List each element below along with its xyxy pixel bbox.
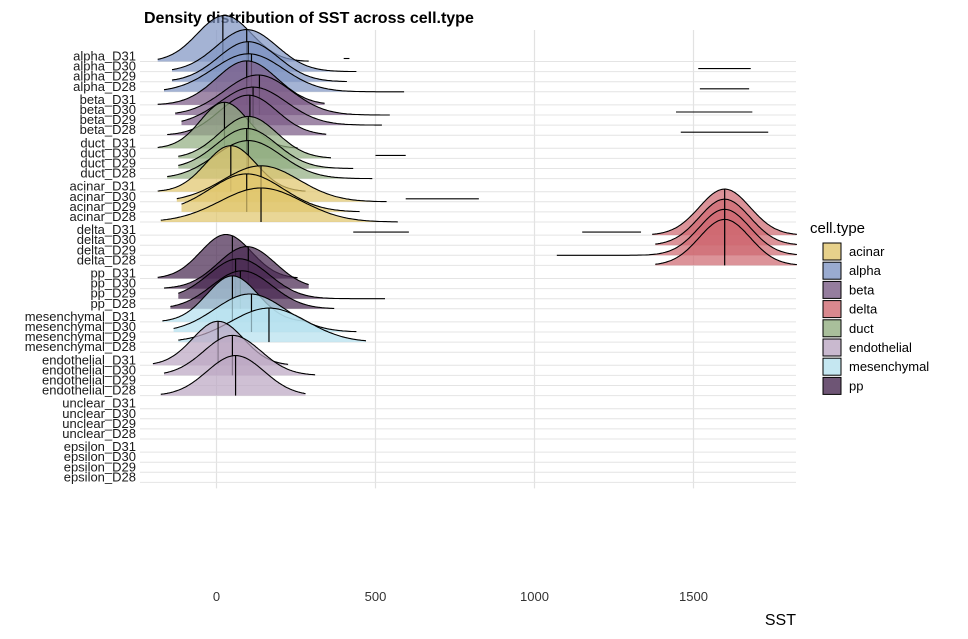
ridge-fill-acinar_D28 xyxy=(160,188,398,222)
y-label-alpha_D28: alpha_D28 xyxy=(73,79,136,94)
y-label-unclear_D31: unclear_D31 xyxy=(62,396,136,411)
legend-swatch-mesenchymal xyxy=(822,357,842,376)
x-tick-1000: 1000 xyxy=(520,589,549,604)
y-label-mesenchymal_D28: mesenchymal_D28 xyxy=(25,339,136,354)
legend-swatch-delta xyxy=(822,300,842,319)
y-label-duct_D31: duct_D31 xyxy=(80,135,136,150)
legend-label-beta: beta xyxy=(849,282,875,297)
y-label-unclear_D30: unclear_D30 xyxy=(62,406,136,421)
y-label-alpha_D31: alpha_D31 xyxy=(73,49,136,64)
legend-label-delta: delta xyxy=(849,302,878,317)
ridge-line-endothelial_D28 xyxy=(160,355,306,395)
y-label-alpha_D29: alpha_D29 xyxy=(73,69,136,84)
ridge-line-duct_D30 xyxy=(178,115,332,159)
y-label-unclear_D28: unclear_D28 xyxy=(62,426,136,441)
y-label-beta_D28: beta_D28 xyxy=(80,122,136,137)
ridge-fill-delta_D28 xyxy=(655,219,797,266)
x-tick-1500: 1500 xyxy=(679,589,708,604)
legend-title: cell.type xyxy=(810,220,865,237)
ridge-line-pp_D28 xyxy=(170,270,335,309)
ridge-line-acinar_D29 xyxy=(181,173,360,213)
ridge-fill-endothelial_D28 xyxy=(160,355,306,396)
ridge-line-acinar_D30 xyxy=(176,165,387,203)
y-label-pp_D30: pp_D30 xyxy=(90,276,136,291)
ridge-line-alpha_D30 xyxy=(171,29,357,73)
ridge-line-delta_D28 xyxy=(655,218,797,266)
y-label-mesenchymal_D29: mesenchymal_D29 xyxy=(25,329,136,344)
y-label-mesenchymal_D30: mesenchymal_D30 xyxy=(25,319,136,334)
ridge-line-beta_D31 xyxy=(157,60,325,105)
ridge-line-duct_D29 xyxy=(178,127,354,169)
legend-swatch-endothelial xyxy=(822,338,842,357)
y-label-endothelial_D31: endothelial_D31 xyxy=(42,352,136,367)
y-label-pp_D29: pp_D29 xyxy=(90,286,136,301)
y-label-mesenchymal_D31: mesenchymal_D31 xyxy=(25,309,136,324)
ridge-line-duct_D28 xyxy=(167,140,373,180)
y-label-epsilon_D30: epsilon_D30 xyxy=(64,449,136,464)
y-label-endothelial_D28: endothelial_D28 xyxy=(42,383,136,398)
y-label-duct_D30: duct_D30 xyxy=(80,145,136,160)
legend-swatch-pp xyxy=(822,376,842,395)
y-label-duct_D29: duct_D29 xyxy=(80,156,136,171)
ridge-line-mesenchymal_D30 xyxy=(173,293,357,333)
ridges xyxy=(152,14,797,396)
y-label-acinar_D29: acinar_D29 xyxy=(70,199,137,214)
ridge-line-pp_D30 xyxy=(163,246,309,289)
y-label-delta_D31: delta_D31 xyxy=(77,222,136,237)
legend-label-alpha: alpha xyxy=(849,263,882,278)
legend: cell.type acinar alpha beta delta duct endoth… xyxy=(810,220,929,395)
ridge-line-delta_D29 xyxy=(556,208,797,256)
y-label-acinar_D31: acinar_D31 xyxy=(70,179,137,194)
ridge-fill-endothelial_D30 xyxy=(164,335,316,376)
y-label-epsilon_D31: epsilon_D31 xyxy=(64,439,136,454)
y-axis-labels: alpha_D31alpha_D30alpha_D29alpha_D28beta… xyxy=(25,49,136,485)
y-label-alpha_D30: alpha_D30 xyxy=(73,59,136,74)
x-tick-500: 500 xyxy=(365,589,387,604)
ridge-line-acinar_D28 xyxy=(160,187,398,223)
y-label-pp_D28: pp_D28 xyxy=(90,296,136,311)
y-label-beta_D31: beta_D31 xyxy=(80,92,136,107)
legend-swatch-alpha xyxy=(822,261,842,280)
y-label-unclear_D29: unclear_D29 xyxy=(62,416,136,431)
legend-swatch-beta xyxy=(822,280,842,299)
y-label-pp_D31: pp_D31 xyxy=(90,266,136,281)
y-label-endothelial_D30: endothelial_D30 xyxy=(42,362,136,377)
y-label-duct_D28: duct_D28 xyxy=(80,166,136,181)
y-label-acinar_D30: acinar_D30 xyxy=(70,189,137,204)
legend-swatch-acinar xyxy=(822,242,842,261)
chart-title: Density distribution of SST across cell.… xyxy=(144,10,474,27)
ridge-line-endothelial_D30 xyxy=(163,334,316,376)
y-label-acinar_D28: acinar_D28 xyxy=(70,209,137,224)
y-label-delta_D29: delta_D29 xyxy=(77,242,136,257)
legend-label-pp: pp xyxy=(849,378,863,393)
legend-swatch-duct xyxy=(822,319,842,338)
x-axis-title: SST xyxy=(765,612,796,629)
ridge-line-delta_D30 xyxy=(655,198,797,245)
ridge-line-alpha_D29 xyxy=(171,41,347,83)
y-label-endothelial_D29: endothelial_D29 xyxy=(42,373,136,388)
y-label-delta_D28: delta_D28 xyxy=(77,252,136,267)
y-label-delta_D30: delta_D30 xyxy=(77,232,136,247)
y-label-beta_D29: beta_D29 xyxy=(80,112,136,127)
y-label-epsilon_D29: epsilon_D29 xyxy=(64,459,136,474)
legend-label-acinar: acinar xyxy=(849,244,885,259)
y-label-epsilon_D28: epsilon_D28 xyxy=(64,469,136,484)
y-label-beta_D30: beta_D30 xyxy=(80,102,136,117)
legend-label-endothelial: endothelial xyxy=(849,340,912,355)
x-tick-0: 0 xyxy=(213,589,220,604)
ridge-line-beta_D30 xyxy=(175,74,390,116)
legend-label-mesenchymal: mesenchymal xyxy=(849,359,929,374)
legend-label-duct: duct xyxy=(849,321,874,336)
ridge-line-pp_D29 xyxy=(178,258,385,300)
ridge-line-alpha_D28 xyxy=(163,53,405,93)
x-axis-ticks: 0 500 1000 1500 xyxy=(213,589,708,604)
